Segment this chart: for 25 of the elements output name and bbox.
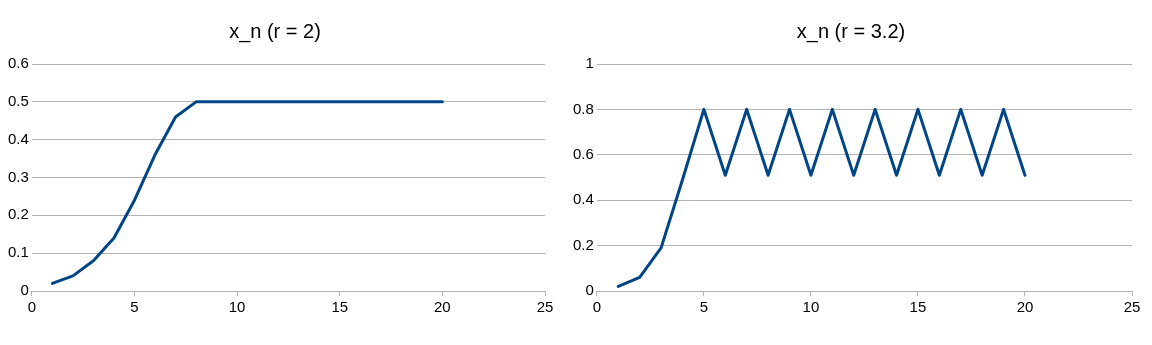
y-tick-label: 0.6 [7,54,29,72]
y-tick-label: 0.2 [7,205,29,223]
y-tick-label: 0 [585,281,594,299]
x-tick-label: 25 [536,298,554,316]
y-tick-label: 0.5 [7,91,29,109]
x-tick-label: 10 [802,298,820,316]
y-tick-label: 0.2 [572,235,594,253]
y-tick-label: 0.1 [7,243,29,261]
y-tick-label: 0 [20,281,29,299]
x-tick-label: 25 [1123,298,1141,316]
chart-title: x_n (r = 3.2) [796,19,906,43]
y-tick-label: 0.8 [572,99,594,117]
x-tick-label: 5 [130,298,139,316]
x-tick-label: 20 [1016,298,1034,316]
x-tick-label: 15 [331,298,349,316]
x-tick-label: 10 [228,298,246,316]
x-tick-label: 5 [699,298,709,316]
chart-title: x_n (r = 2) [229,19,321,43]
y-tick-label: 1 [585,54,594,72]
y-tick-label: 0.6 [572,144,594,162]
y-tick-label: 0.4 [572,190,594,208]
y-tick-label: 0.4 [7,129,29,147]
x-tick-label: 15 [909,298,927,316]
y-tick-label: 0.3 [7,167,29,185]
x-tick-label: 20 [434,298,451,316]
